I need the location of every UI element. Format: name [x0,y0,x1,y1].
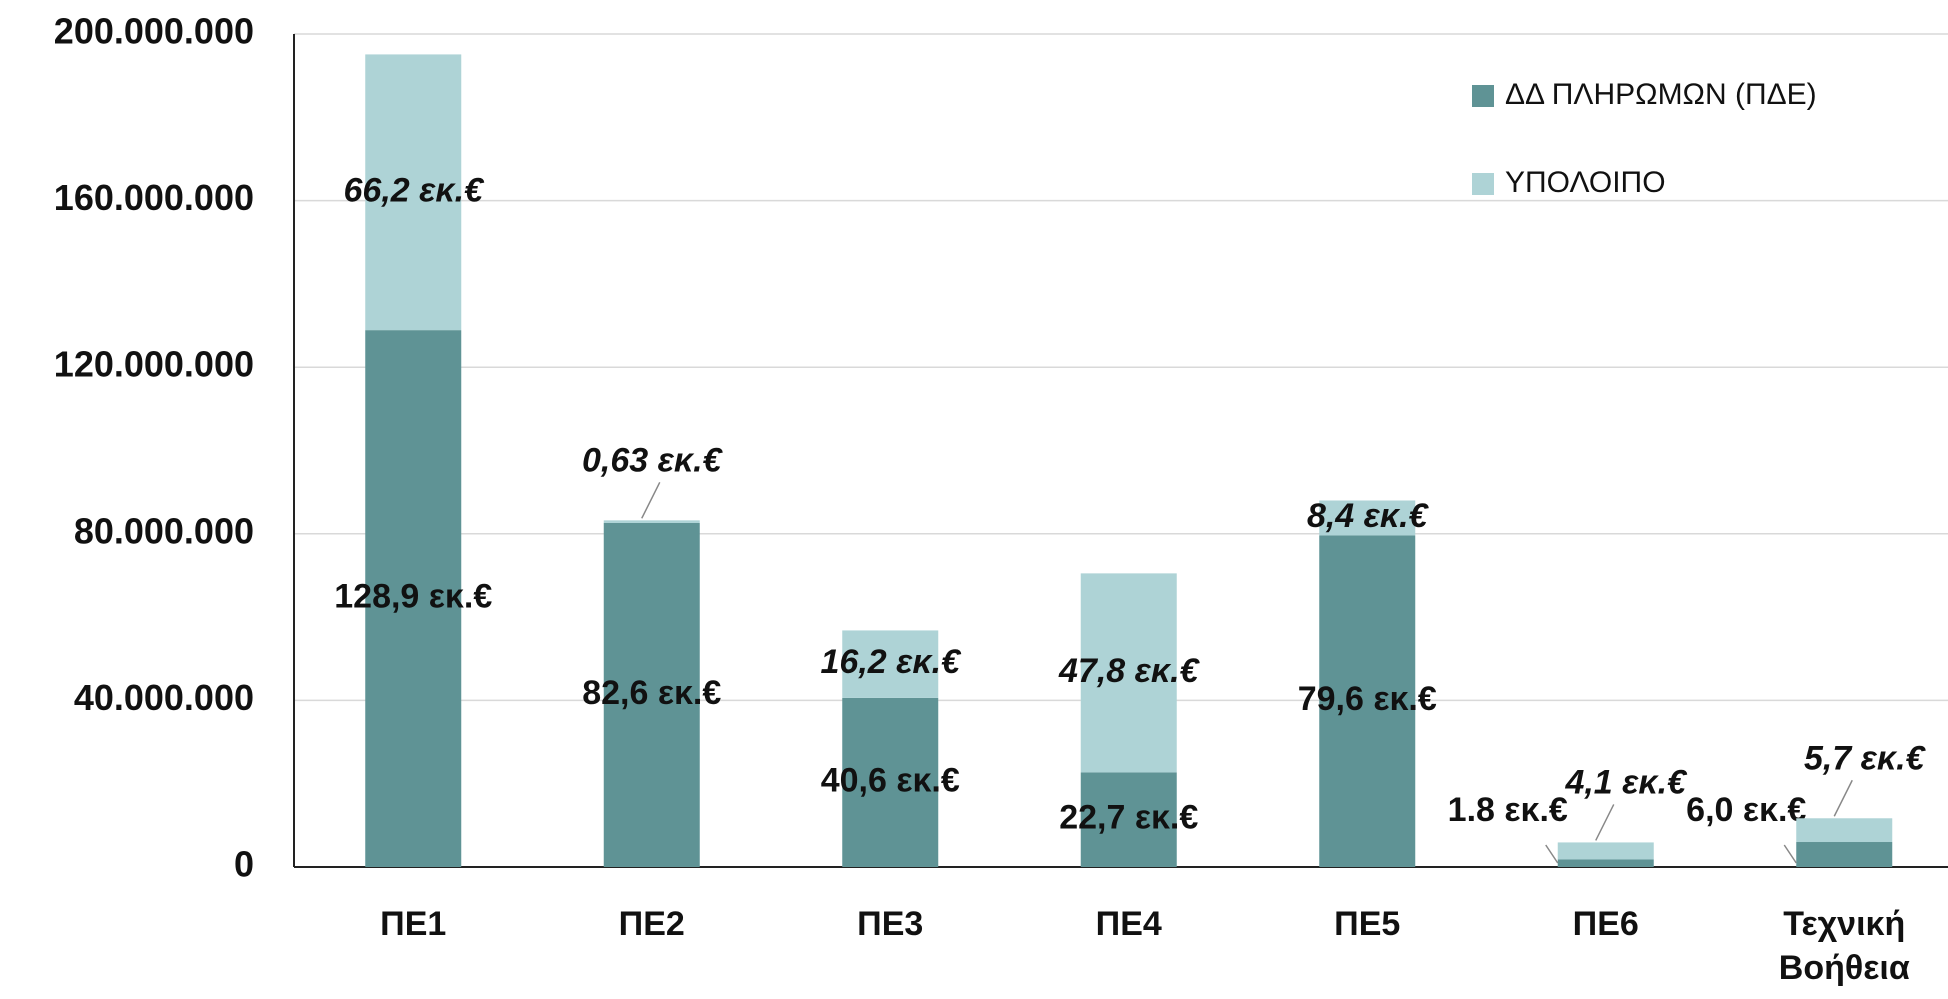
data-label: 40,6 εκ.€ [821,761,960,799]
y-tick-label: 200.000.000 [54,11,254,52]
y-tick-label: 80.000.000 [74,510,254,551]
bar-segment [603,520,700,523]
bar-segment [365,54,462,331]
bar-segment [1796,842,1893,867]
x-tick-label: ΠΕ5 [1334,905,1400,943]
x-tick-label: ΠΕ6 [1573,905,1639,943]
data-label: 128,9 εκ.€ [334,578,492,616]
x-tick-label: Τεχνική Βοήθεια [1779,905,1910,987]
legend-label: ΔΔ ΠΛΗΡΩΜΩΝ (ΠΔΕ) [1505,78,1817,111]
bar-segment [842,697,939,867]
data-label: 0,63 εκ.€ [582,441,724,479]
data-label: 8,4 εκ.€ [1307,497,1430,535]
x-tick-label: ΠΕ1 [380,905,446,943]
data-label: 82,6 εκ.€ [582,674,721,712]
y-tick-label: 160.000.000 [54,177,254,218]
bar-segment [1319,500,1416,536]
bar-segment [1557,859,1654,867]
bar-segment [842,630,939,698]
data-label: 22,7 εκ.€ [1059,799,1198,837]
bar-segment [1557,842,1654,860]
leader-line [641,482,661,519]
y-tick-label: 120.000.000 [54,344,254,385]
data-label: 5,7 εκ.€ [1804,739,1927,777]
bar-segment [603,522,700,867]
leader-line [1833,779,1853,817]
legend-label: ΥΠΟΛΟΙΠΟ [1505,166,1666,199]
bar-segment [1080,772,1177,867]
data-label: 66,2 εκ.€ [344,171,486,209]
leader-line [1595,804,1615,841]
leader-line [1783,844,1797,864]
legend-swatch [1472,173,1494,195]
bar-segment [1080,573,1177,773]
bar-segment [1319,535,1416,867]
data-label: 4,1 εκ.€ [1564,763,1688,801]
data-label: 79,6 εκ.€ [1298,680,1437,718]
y-tick-label: 0 [234,844,254,885]
leader-line [1545,844,1559,864]
data-label: 1.8 εκ.€ [1448,791,1568,829]
data-label: 47,8 εκ.€ [1058,652,1201,690]
data-label: 16,2 εκ.€ [821,643,963,681]
x-tick-label: ΠΕ3 [857,905,923,943]
x-tick-label: ΠΕ2 [619,905,685,943]
bar-segment [1796,818,1893,843]
data-label: 6,0 εκ.€ [1686,791,1806,829]
bar-segment [365,330,462,868]
x-tick-label: ΠΕ4 [1096,905,1162,943]
legend-swatch [1472,85,1494,107]
y-tick-label: 40.000.000 [74,677,254,718]
